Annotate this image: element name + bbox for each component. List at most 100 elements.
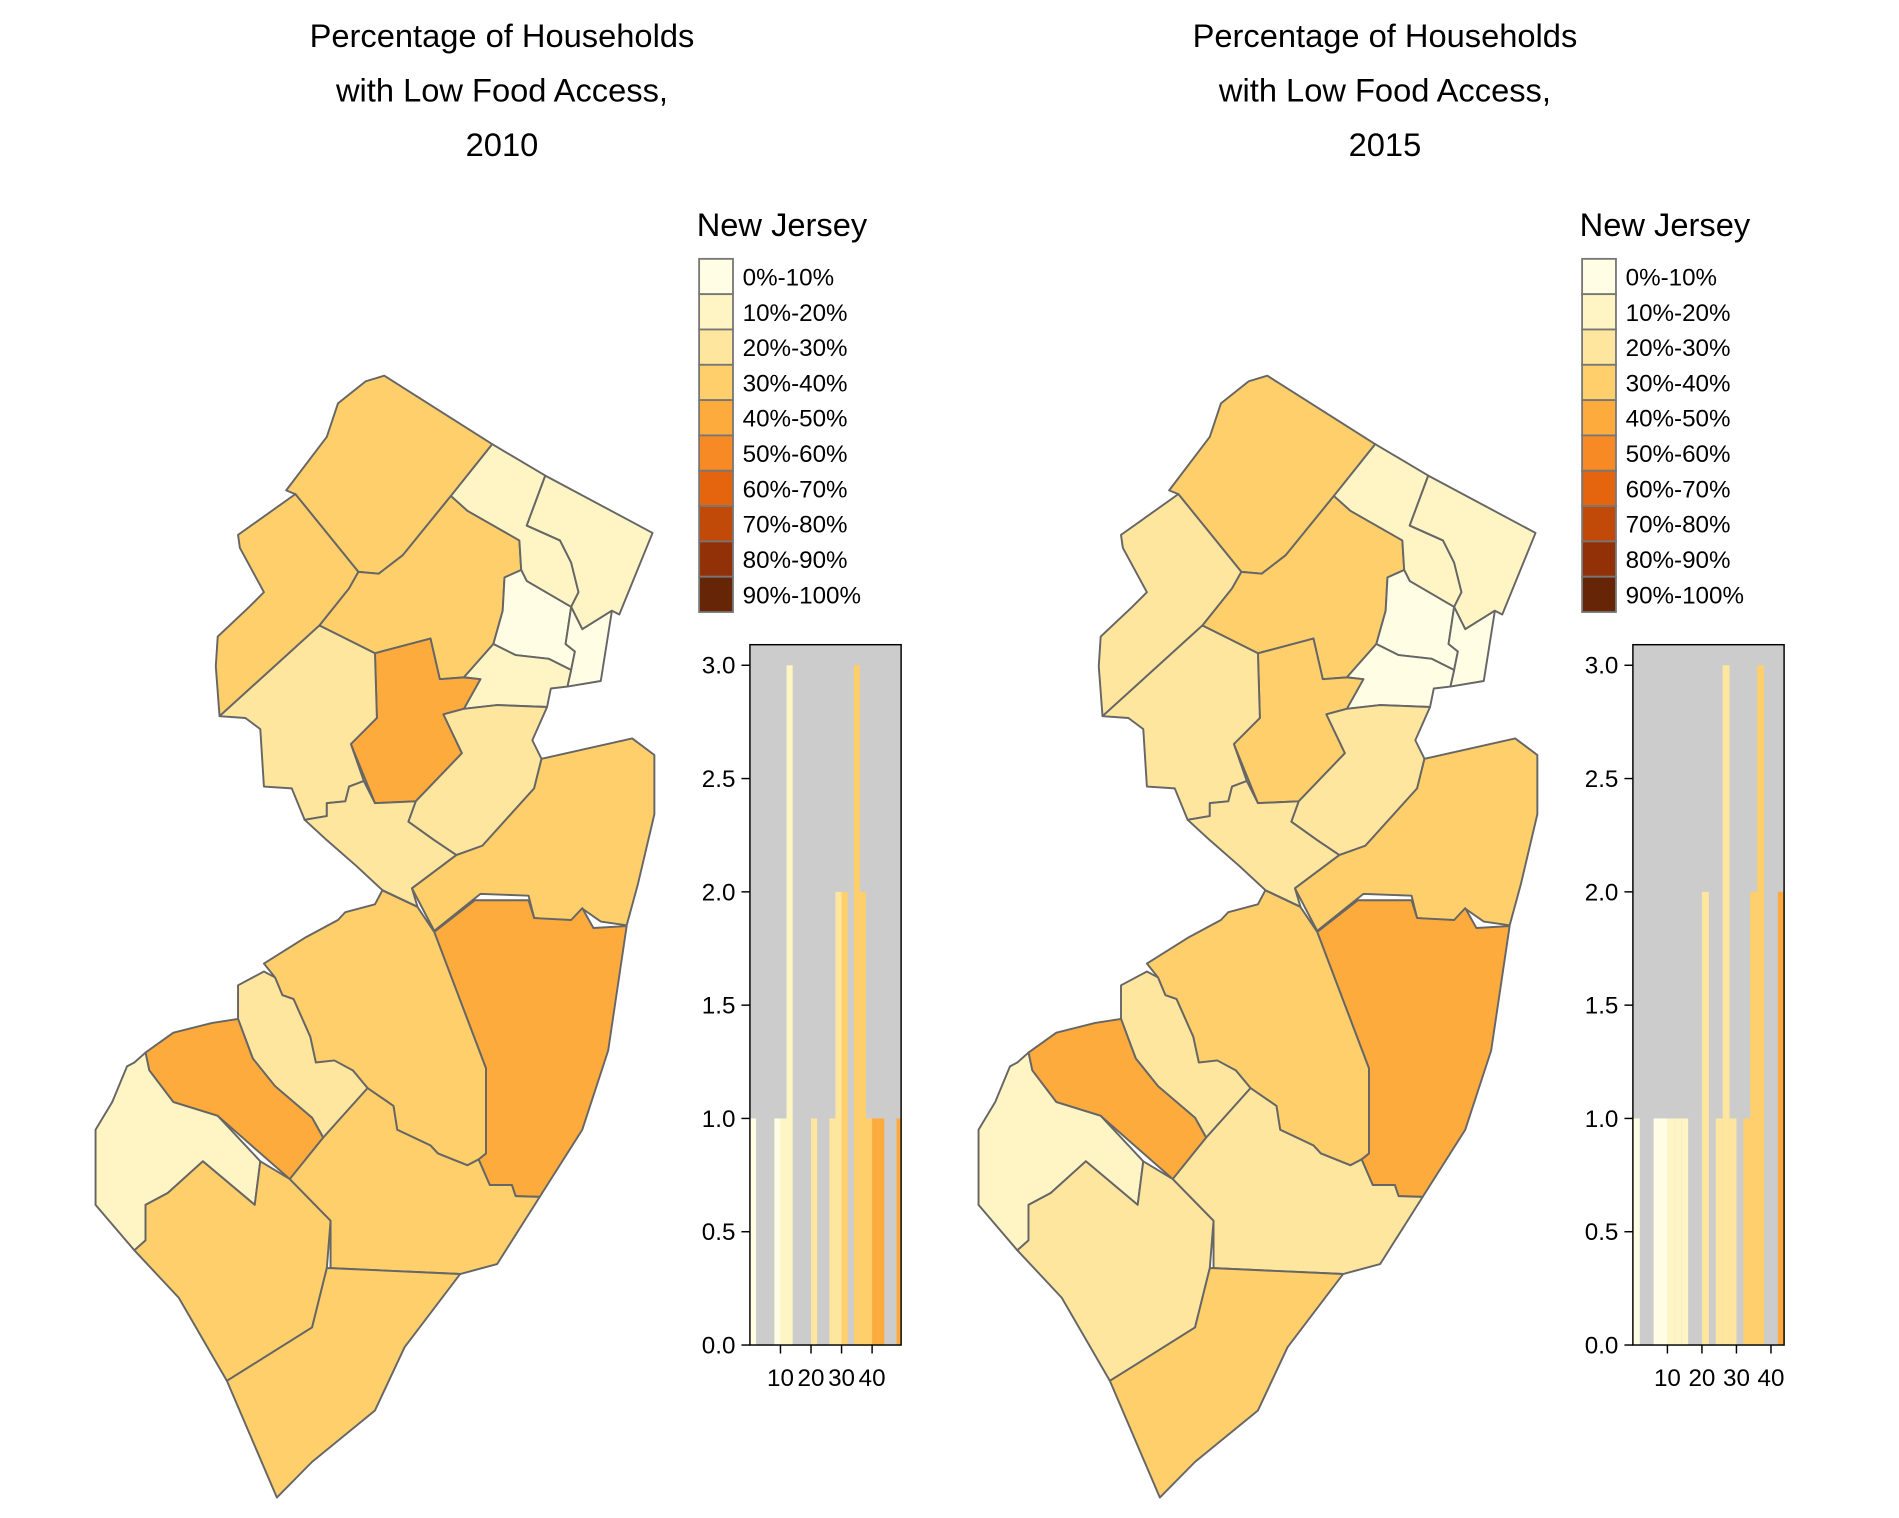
histogram-bar (811, 1118, 818, 1346)
histogram-bar (1681, 1118, 1689, 1346)
legend-label: 30%-40% (1626, 370, 1731, 397)
county-map (94, 374, 656, 1499)
legend: New Jersey 0%-10% 10%-20% 20%-30% 30%-40% 40%… (697, 206, 868, 613)
legend-swatch (698, 575, 734, 613)
legend-title: New Jersey (697, 206, 868, 243)
county-polygon (303, 780, 458, 908)
y-tick-label: 0.0 (702, 1332, 736, 1359)
legend-label: 40%-50% (1626, 406, 1731, 433)
legend-label: 60%-70% (1626, 476, 1731, 503)
legend-swatch (1581, 363, 1617, 402)
x-tick-label: 10 (767, 1365, 794, 1392)
histogram-bar (835, 891, 842, 1346)
map-title-line: with Low Food Access, (1218, 72, 1551, 109)
histogram-bar (853, 665, 860, 1346)
legend-swatch (1581, 575, 1617, 613)
county-polygon (1108, 1267, 1345, 1499)
y-tick-label: 3.0 (1585, 653, 1619, 680)
histogram-frame (749, 643, 902, 1346)
histogram: 0.00.51.01.52.02.53.010 20 30 40 (702, 643, 902, 1392)
legend-swatch (698, 399, 734, 437)
x-tick-label: 30 (1723, 1365, 1750, 1392)
map-title-line: Percentage of Households (1193, 17, 1578, 54)
y-tick-label: 2.0 (1585, 879, 1619, 906)
legend-swatch (698, 293, 734, 331)
legend-label: 0%-10% (743, 264, 834, 291)
histogram-bar (1722, 665, 1730, 1346)
histogram-bar (865, 1118, 873, 1346)
y-tick-label: 0.5 (702, 1219, 736, 1246)
county-map (977, 374, 1539, 1499)
histogram-bar (872, 1118, 879, 1346)
legend-label: 20%-30% (743, 335, 848, 362)
x-tick-label: 30 (828, 1365, 855, 1392)
histogram-bar (786, 665, 793, 1346)
histogram-bar (841, 891, 848, 1346)
legend-swatch (698, 505, 734, 543)
legend-label: 80%-90% (1626, 547, 1731, 574)
legend-swatch (1581, 434, 1617, 472)
histogram-bar (859, 891, 866, 1346)
legend-label: 90%-100% (1626, 582, 1744, 609)
map-title-line: Percentage of Households (310, 17, 695, 54)
county-polygon (225, 1267, 462, 1499)
histogram-bar (1743, 1118, 1751, 1346)
y-tick-label: 2.5 (702, 766, 736, 793)
histogram-bar (878, 1118, 885, 1346)
y-tick-label: 2.0 (702, 879, 736, 906)
y-tick-label: 1.0 (1585, 1106, 1619, 1133)
legend-title: New Jersey (1580, 206, 1751, 243)
histogram-bar (1667, 1118, 1675, 1346)
legend-swatch (698, 434, 734, 472)
legend-label: 90%-100% (743, 582, 861, 609)
histogram-bar (1701, 891, 1709, 1346)
histogram: 0.00.51.01.52.02.53.010 20 30 40 (1585, 643, 1785, 1392)
legend-label: 0%-10% (1626, 264, 1717, 291)
legend-swatch (1581, 328, 1617, 366)
panel-2015: Percentage of Households with Low Food Ac… (977, 17, 1785, 1499)
x-tick-label: 10 (1654, 1365, 1681, 1392)
histogram-bar (780, 1118, 787, 1346)
legend-swatch (1581, 257, 1617, 296)
legend-label: 40%-50% (743, 406, 848, 433)
histogram-bar (1715, 1118, 1723, 1346)
map-title-line: with Low Food Access, (335, 72, 668, 109)
county-polygon (1186, 780, 1341, 908)
histogram-bar (774, 1118, 781, 1346)
histogram-bar (896, 1118, 902, 1346)
legend-swatch (1581, 399, 1617, 437)
y-tick-label: 1.5 (702, 993, 736, 1020)
legend-label: 70%-80% (1626, 512, 1731, 539)
legend: New Jersey 0%-10% 10%-20% 20%-30% 30%-40% 40%… (1580, 206, 1751, 613)
legend-label: 70%-80% (743, 512, 848, 539)
legend-swatch (1581, 469, 1617, 507)
legend-label: 80%-90% (743, 547, 848, 574)
legend-swatch (698, 328, 734, 366)
legend-swatch (698, 257, 734, 296)
legend-swatch (698, 363, 734, 402)
legend-label: 50%-60% (743, 441, 848, 468)
legend-swatch (698, 540, 734, 578)
map-title-line: 2010 (466, 126, 539, 163)
histogram-bar (1632, 1118, 1640, 1346)
x-tick-label: 20 (1688, 1365, 1715, 1392)
legend-label: 50%-60% (1626, 441, 1731, 468)
histogram-frame (1632, 643, 1785, 1346)
histogram-bar (1777, 891, 1785, 1346)
y-tick-label: 2.5 (1585, 766, 1619, 793)
y-tick-label: 0.5 (1585, 1219, 1619, 1246)
x-tick-label: 20 (798, 1365, 825, 1392)
histogram-bar (749, 1118, 757, 1346)
histogram-bar (829, 1118, 836, 1346)
y-tick-label: 1.0 (702, 1106, 736, 1133)
legend-swatch (1581, 293, 1617, 331)
histogram-bar (1757, 665, 1765, 1346)
map-title-line: 2015 (1349, 126, 1422, 163)
x-tick-label: 40 (1758, 1365, 1785, 1392)
y-tick-label: 1.5 (1585, 993, 1619, 1020)
histogram-bar (1729, 1118, 1737, 1346)
legend-label: 60%-70% (743, 476, 848, 503)
panel-2010: Percentage of Households with Low Food Ac… (94, 17, 902, 1499)
histogram-bar (1674, 1118, 1682, 1346)
